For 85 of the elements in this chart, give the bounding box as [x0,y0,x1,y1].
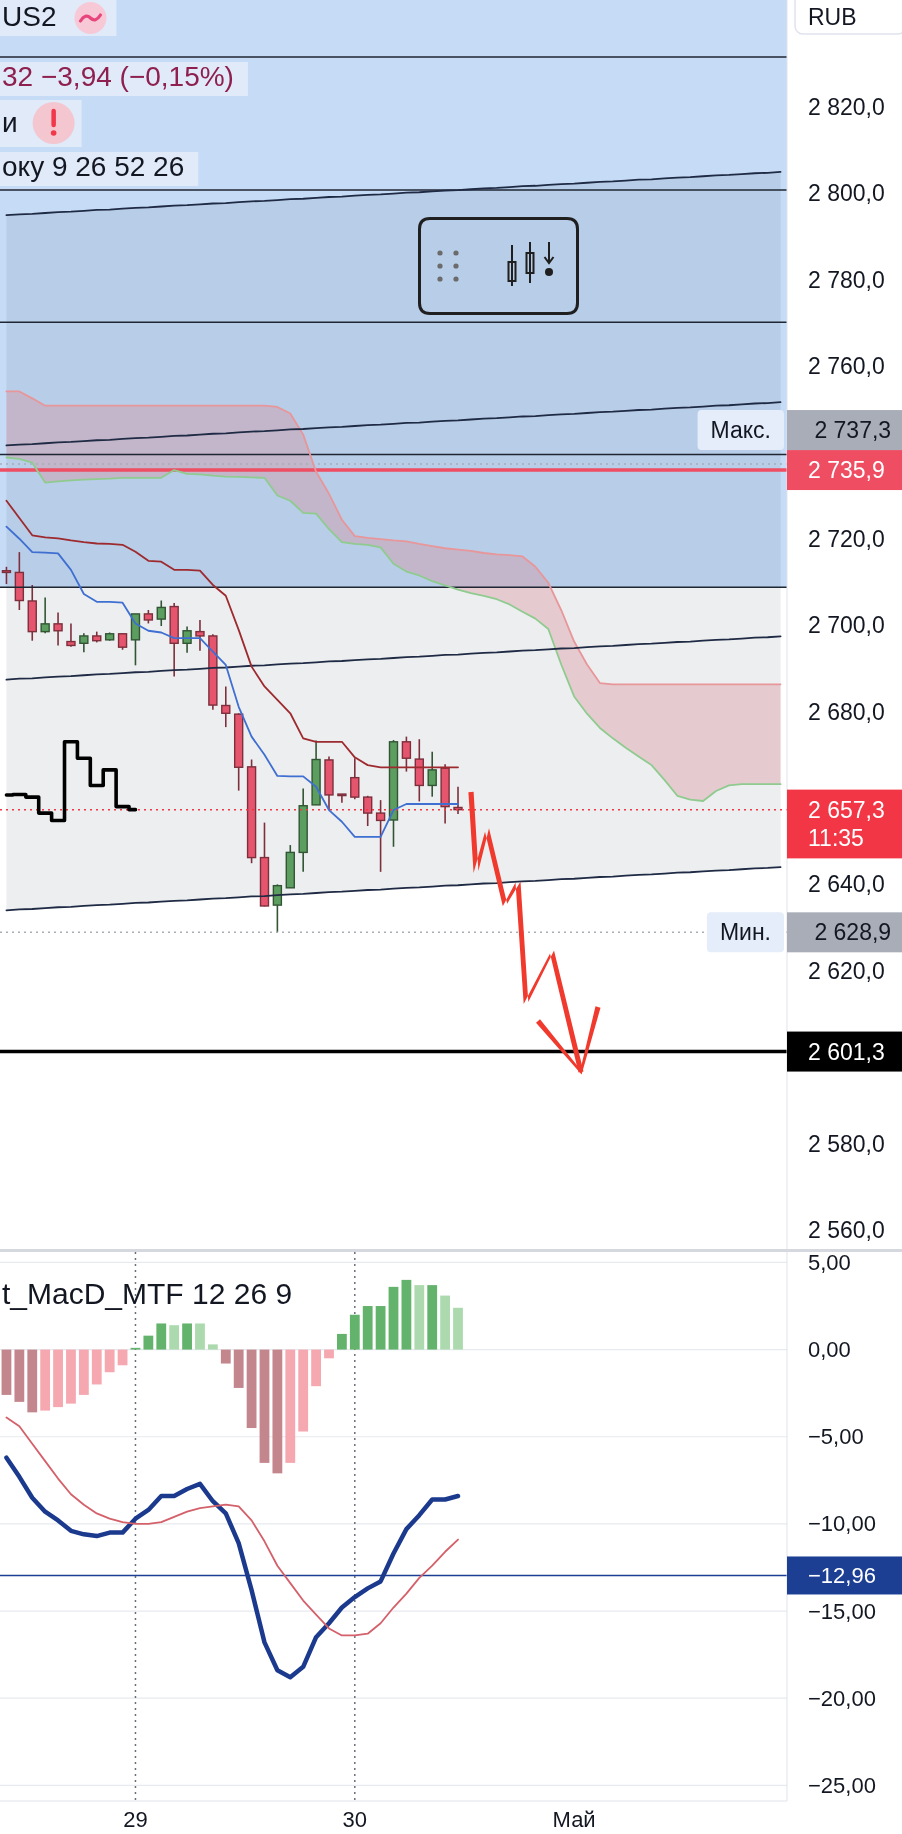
bar [349,1314,360,1350]
text: 32 −3,94 (−0,15%) [2,61,234,92]
bar [53,1349,63,1408]
candlestick [156,599,166,627]
bar [246,1349,257,1429]
bar [27,1349,38,1413]
candlestick [40,596,50,635]
candlestick [53,611,63,647]
text: t_MacD_MTF 12 26 9 [2,1277,293,1310]
y-tick-label: −10,00 [808,1511,876,1537]
bar [285,1349,296,1463]
bar [336,1333,347,1350]
line-series [5,401,782,447]
bar [66,1349,76,1404]
candlestick [401,735,412,773]
bar [156,1323,167,1350]
candlestick [375,799,386,873]
y-tick-label: 2 680,0 [808,698,885,725]
bar [272,1349,283,1474]
x-tick-label: 30 [342,1807,368,1832]
x-tick-label: 29 [123,1807,148,1832]
y-axis-title: RUB [808,4,857,30]
x-tick-label: Май [552,1807,596,1832]
bar [169,1325,180,1350]
y-tick-label: 2 620,0 [808,957,885,984]
y-tick-label: 2 820,0 [808,93,885,120]
bar [388,1286,399,1350]
bar [440,1295,451,1350]
candlestick [221,685,231,728]
bar [220,1349,231,1364]
y-tick-label: −20,00 [808,1685,876,1711]
bar [233,1349,244,1388]
bar [414,1285,425,1350]
bar [14,1349,25,1402]
y-tick-label: 2 720,0 [808,525,885,552]
y-tick-label: 0,00 [808,1337,851,1363]
ref-line-label: 2 657,3 11:35 [808,796,885,852]
line-series [5,635,782,681]
y-tick-label: 2 560,0 [808,1216,885,1243]
line-series [5,456,782,802]
bar [104,1349,115,1373]
y-tick-label: 2 580,0 [808,1130,885,1157]
candlestick [427,750,437,798]
y-tick-label: 5,00 [808,1249,851,1275]
bar [453,1307,463,1350]
bar [143,1335,154,1350]
bar [195,1323,205,1350]
bar [324,1349,334,1359]
candlestick [337,793,347,804]
bar [40,1349,51,1411]
text: Макс. 2 737,3 [710,417,892,444]
bar [298,1349,309,1432]
annotation: оку 9 26 52 26 [2,151,185,182]
ref-line-label: 2 601,3 [808,1038,885,1065]
y-tick-label: 2 640,0 [808,871,885,898]
y-tick-label: 2 760,0 [808,352,885,379]
line-series [5,1416,459,1637]
line-series [5,390,782,686]
candlestick [195,619,205,652]
bar [78,1349,89,1395]
bar [259,1349,270,1463]
candlestick [66,622,76,648]
bar [362,1306,373,1350]
bar [311,1349,321,1387]
bar [375,1306,386,1350]
chart-title: US2 [2,1,57,32]
y-tick-label: 2 780,0 [808,266,885,293]
y-tick-label: 2 700,0 [808,612,885,639]
line-series [5,866,782,912]
bar [401,1279,412,1350]
bar [207,1344,218,1350]
y-tick-label: −25,00 [808,1772,876,1798]
text: Мин. 2 628,9 [719,919,892,946]
ref-line-label: 2 735,9 [808,457,885,484]
bar [1,1349,12,1395]
annotation: и [2,107,18,138]
bar [182,1323,192,1350]
candlestick [350,757,360,801]
y-tick-label: −15,00 [808,1598,876,1624]
y-tick-label: −5,00 [808,1424,864,1450]
bar [427,1285,438,1350]
bar [91,1349,102,1385]
candlestick [79,632,89,654]
ref-line-label: −12,96 [808,1562,876,1588]
y-tick-label: 2 800,0 [808,180,885,207]
